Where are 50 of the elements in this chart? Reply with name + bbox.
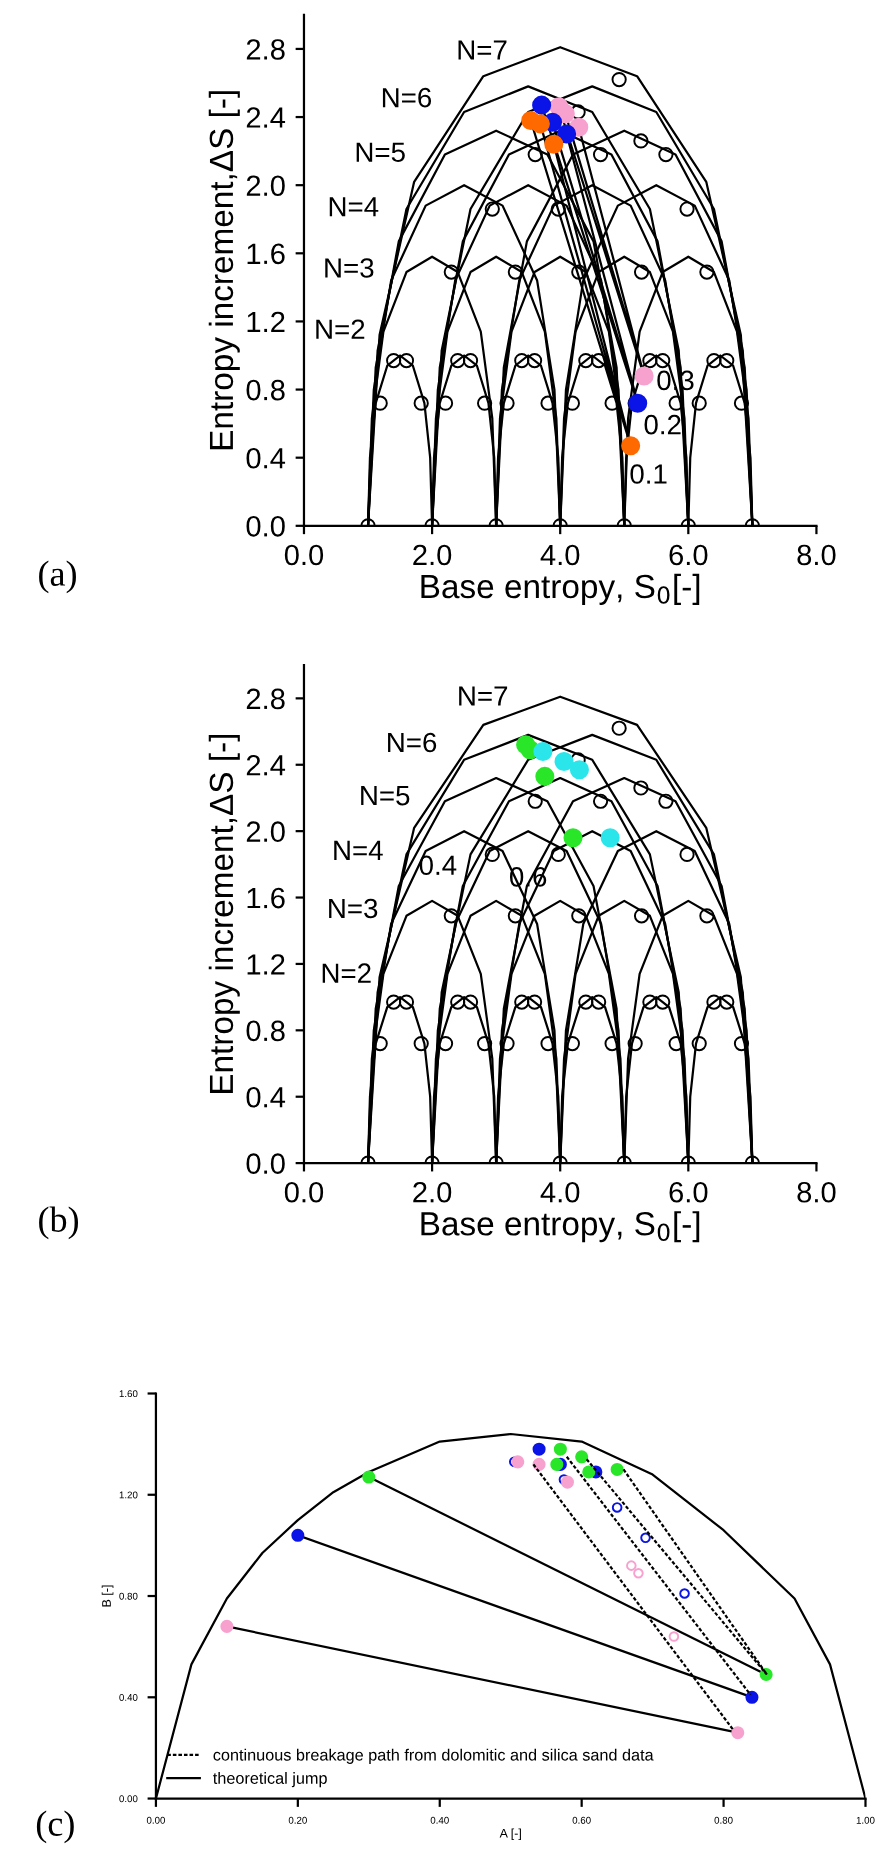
x-tick-label: 2.0 bbox=[413, 1181, 452, 1203]
legend-label: theoretical jump bbox=[213, 1772, 327, 1788]
y-tick-label: 0.4 bbox=[246, 447, 286, 469]
legend-label: continuous breakage path from dolomitic and silica sand data bbox=[213, 1748, 654, 1764]
y-tick-label: 2.4 bbox=[246, 107, 286, 128]
x-tick-label: 8.0 bbox=[797, 544, 836, 566]
y-tick-label: 2.0 bbox=[246, 821, 285, 842]
y-tick-label: 0.8 bbox=[246, 379, 285, 401]
annotation: N=4 bbox=[329, 197, 379, 217]
annotation: N=4 bbox=[334, 840, 383, 860]
y-axis-title: Entropy increment,ΔS [-] bbox=[208, 91, 240, 450]
y-tick-label: 1.2 bbox=[247, 954, 285, 975]
y-tick-label: 0.0 bbox=[246, 1153, 285, 1174]
x-tick-label: 4.0 bbox=[540, 1181, 580, 1203]
annotation: N=2 bbox=[316, 319, 365, 339]
annotation: N=3 bbox=[325, 258, 374, 278]
y-axis-title: Entropy increment,ΔS [-] bbox=[208, 734, 240, 1093]
x-tick-label: 8.0 bbox=[797, 1181, 836, 1203]
y-tick-label: 1.6 bbox=[247, 887, 285, 909]
annotation: 0.2 bbox=[644, 414, 681, 435]
annotation: N=3 bbox=[329, 898, 378, 919]
x-tick-label: 0.0 bbox=[284, 544, 324, 566]
y-tick-label: 2.8 bbox=[246, 688, 285, 710]
x-tick-label: 6.0 bbox=[669, 1181, 708, 1203]
y-tick-label: 1.2 bbox=[247, 311, 285, 332]
x-tick-label: 2.0 bbox=[413, 544, 452, 566]
annotation: 0.1 bbox=[630, 464, 667, 484]
annotation: N=2 bbox=[322, 963, 371, 983]
annotation: N=7 bbox=[458, 40, 507, 60]
text: (c) bbox=[36, 1810, 74, 1844]
x-axis-title: Base entropy, S$_{0}$[-] bbox=[421, 573, 700, 605]
text: (b) bbox=[39, 1206, 79, 1240]
y-tick-label: 0.8 bbox=[246, 1020, 285, 1042]
y-tick-label: 2.0 bbox=[246, 175, 285, 197]
x-tick-label: 0.0 bbox=[284, 1181, 324, 1203]
text: (a) bbox=[39, 560, 76, 594]
y-tick-label: 0.4 bbox=[246, 1086, 286, 1108]
annotation: 0.4 bbox=[419, 855, 457, 876]
annotation: N=5 bbox=[356, 142, 405, 162]
x-tick-label: 6.0 bbox=[669, 544, 708, 566]
y-tick-label: 0.0 bbox=[246, 516, 285, 537]
y-tick-label: 1.6 bbox=[247, 243, 285, 265]
annotation: N=6 bbox=[388, 732, 437, 753]
y-tick-label: 2.8 bbox=[246, 39, 285, 60]
x-tick-label: 4.0 bbox=[540, 544, 580, 566]
y-tick-label: 2.4 bbox=[246, 754, 286, 776]
x-axis-title: Base entropy, S$_{0}$[-] bbox=[421, 1211, 700, 1243]
annotation: N=7 bbox=[459, 686, 508, 706]
annotation: N=6 bbox=[382, 87, 432, 108]
annotation: N=5 bbox=[361, 786, 410, 806]
